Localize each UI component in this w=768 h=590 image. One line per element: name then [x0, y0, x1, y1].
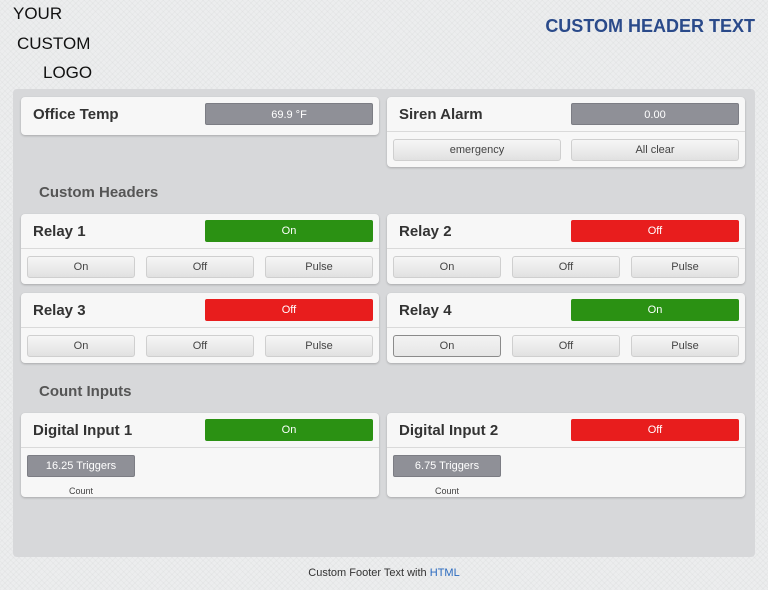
main-panel: Office Temp 69.9 °F Siren Alarm 0.00 eme…	[13, 89, 755, 557]
card-header: Digital Input 2 Off	[387, 413, 745, 448]
relay-3-pulse-button[interactable]: Pulse	[265, 335, 373, 357]
section-title-custom-headers: Custom Headers	[39, 184, 159, 201]
relay-2-off-button[interactable]: Off	[512, 256, 620, 278]
header-text: CUSTOM HEADER TEXT	[545, 16, 755, 36]
relay-2-on-button[interactable]: On	[393, 256, 501, 278]
section-title-count-inputs: Count Inputs	[39, 383, 132, 400]
relay-2-status: Off	[571, 220, 739, 242]
relay-1-pulse-button[interactable]: Pulse	[265, 256, 373, 278]
card-header: Relay 1 On	[21, 214, 379, 249]
relay-4-on-button[interactable]: On	[393, 335, 501, 357]
all-clear-button[interactable]: All clear	[571, 139, 739, 161]
relay-1-card: Relay 1 On On Off Pulse	[21, 214, 379, 284]
card-header: Siren Alarm 0.00	[387, 97, 745, 132]
card-title: Office Temp	[33, 106, 119, 123]
digital-input-2-trigger-count: 6.75 Triggers	[393, 455, 501, 477]
card-header: Office Temp 69.9 °F	[21, 97, 379, 132]
relay-4-card: Relay 4 On On Off Pulse	[387, 293, 745, 363]
siren-alarm-card: Siren Alarm 0.00 emergency All clear	[387, 97, 745, 167]
digital-input-2-status: Off	[571, 419, 739, 441]
card-header: Relay 4 On	[387, 293, 745, 328]
emergency-button[interactable]: emergency	[393, 139, 561, 161]
relay-4-pulse-button[interactable]: Pulse	[631, 335, 739, 357]
digital-input-1-card: Digital Input 1 On 16.25 Triggers Count	[21, 413, 379, 497]
logo-line-1: YOUR	[13, 4, 63, 23]
relay-2-pulse-button[interactable]: Pulse	[631, 256, 739, 278]
office-temp-card: Office Temp 69.9 °F	[21, 97, 379, 135]
footer-html-link[interactable]: HTML	[429, 567, 460, 579]
card-title: Relay 1	[33, 223, 86, 240]
alarm-value: 0.00	[571, 103, 739, 125]
digital-input-1-status: On	[205, 419, 373, 441]
footer-text: Custom Footer Text with	[308, 567, 427, 579]
card-header: Relay 2 Off	[387, 214, 745, 249]
relay-1-status: On	[205, 220, 373, 242]
card-title: Digital Input 2	[399, 422, 499, 439]
digital-input-2-card: Digital Input 2 Off 6.75 Triggers Count	[387, 413, 745, 497]
relay-1-off-button[interactable]: Off	[146, 256, 254, 278]
footer: Custom Footer Text with HTML	[0, 567, 768, 579]
card-title: Relay 4	[399, 302, 452, 319]
logo-line-2: CUSTOM	[17, 34, 91, 53]
card-title: Siren Alarm	[399, 106, 483, 123]
relay-2-card: Relay 2 Off On Off Pulse	[387, 214, 745, 284]
temperature-value: 69.9 °F	[205, 103, 373, 125]
logo-line-3: LOGO	[43, 63, 93, 82]
relay-3-off-button[interactable]: Off	[146, 335, 254, 357]
relay-3-on-button[interactable]: On	[27, 335, 135, 357]
relay-3-card: Relay 3 Off On Off Pulse	[21, 293, 379, 363]
relay-4-off-button[interactable]: Off	[512, 335, 620, 357]
card-title: Relay 3	[33, 302, 86, 319]
count-label: Count	[68, 486, 94, 496]
card-header: Digital Input 1 On	[21, 413, 379, 448]
count-label: Count	[434, 486, 460, 496]
card-header: Relay 3 Off	[21, 293, 379, 328]
card-title: Digital Input 1	[33, 422, 133, 439]
relay-3-status: Off	[205, 299, 373, 321]
card-title: Relay 2	[399, 223, 452, 240]
relay-1-on-button[interactable]: On	[27, 256, 135, 278]
digital-input-1-trigger-count: 16.25 Triggers	[27, 455, 135, 477]
logo: YOUR CUSTOM LOGO	[0, 0, 140, 86]
relay-4-status: On	[571, 299, 739, 321]
